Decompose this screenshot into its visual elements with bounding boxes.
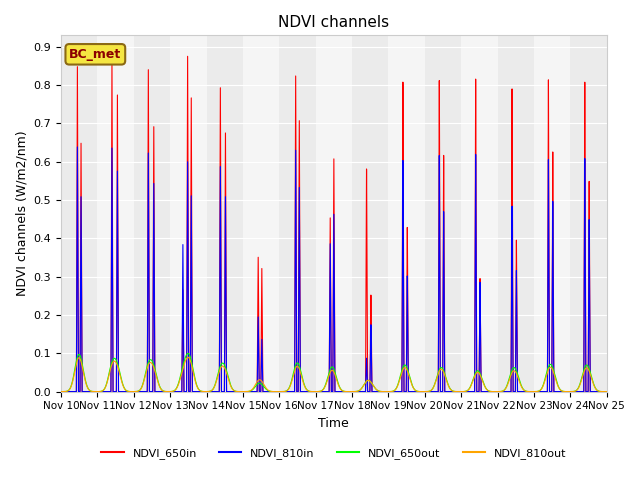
NDVI_650out [262, 385, 269, 391]
NDVI_650out [168, 388, 176, 394]
NDVI_650out [601, 389, 609, 395]
NDVI_650out [174, 383, 182, 388]
NDVI_810in [603, 389, 611, 395]
NDVI_810out [174, 384, 182, 389]
NDVI_650in [168, 389, 176, 395]
NDVI_650in [174, 389, 182, 395]
NDVI_810out [184, 354, 192, 360]
Title: NDVI channels: NDVI channels [278, 15, 389, 30]
X-axis label: Time: Time [319, 417, 349, 430]
NDVI_810out [57, 389, 65, 395]
NDVI_810in [168, 389, 176, 395]
NDVI_810out [487, 388, 495, 394]
NDVI_810out [262, 384, 269, 390]
Bar [279, 36, 316, 392]
NDVI_650out [184, 350, 192, 356]
Bar [425, 36, 461, 392]
NDVI_650out [57, 389, 65, 395]
Legend: NDVI_650in, NDVI_810in, NDVI_650out, NDVI_810out: NDVI_650in, NDVI_810in, NDVI_650out, NDV… [97, 444, 571, 463]
Line: NDVI_810out: NDVI_810out [61, 357, 607, 392]
NDVI_650in [262, 389, 269, 395]
Bar [388, 36, 425, 392]
Line: NDVI_650in: NDVI_650in [61, 56, 607, 392]
NDVI_810out [409, 384, 417, 390]
NDVI_810in [74, 144, 81, 150]
NDVI_810in [174, 389, 182, 395]
Bar [352, 36, 388, 392]
Bar [497, 36, 534, 392]
NDVI_650in [57, 389, 65, 395]
NDVI_650in [603, 389, 611, 395]
NDVI_650in [409, 389, 417, 395]
Text: BC_met: BC_met [69, 48, 122, 61]
Bar [461, 36, 497, 392]
Bar [134, 36, 170, 392]
Line: NDVI_650out: NDVI_650out [61, 353, 607, 392]
NDVI_810in [487, 389, 495, 395]
NDVI_650in [487, 389, 495, 395]
NDVI_810in [601, 389, 609, 395]
Y-axis label: NDVI channels (W/m2/nm): NDVI channels (W/m2/nm) [15, 131, 28, 296]
NDVI_650in [601, 389, 609, 395]
Bar [570, 36, 607, 392]
NDVI_650out [603, 389, 611, 395]
NDVI_650out [487, 388, 495, 394]
Bar [207, 36, 243, 392]
NDVI_810in [57, 389, 65, 395]
NDVI_810out [168, 389, 176, 395]
NDVI_810out [603, 389, 611, 395]
Bar [97, 36, 134, 392]
Bar [170, 36, 207, 392]
Bar [243, 36, 279, 392]
Bar [534, 36, 570, 392]
Bar [61, 36, 97, 392]
Line: NDVI_810in: NDVI_810in [61, 147, 607, 392]
NDVI_810in [262, 389, 269, 395]
NDVI_650in [184, 53, 191, 59]
NDVI_650out [409, 384, 417, 390]
NDVI_810in [409, 389, 417, 395]
NDVI_810out [601, 389, 609, 395]
Bar [316, 36, 352, 392]
